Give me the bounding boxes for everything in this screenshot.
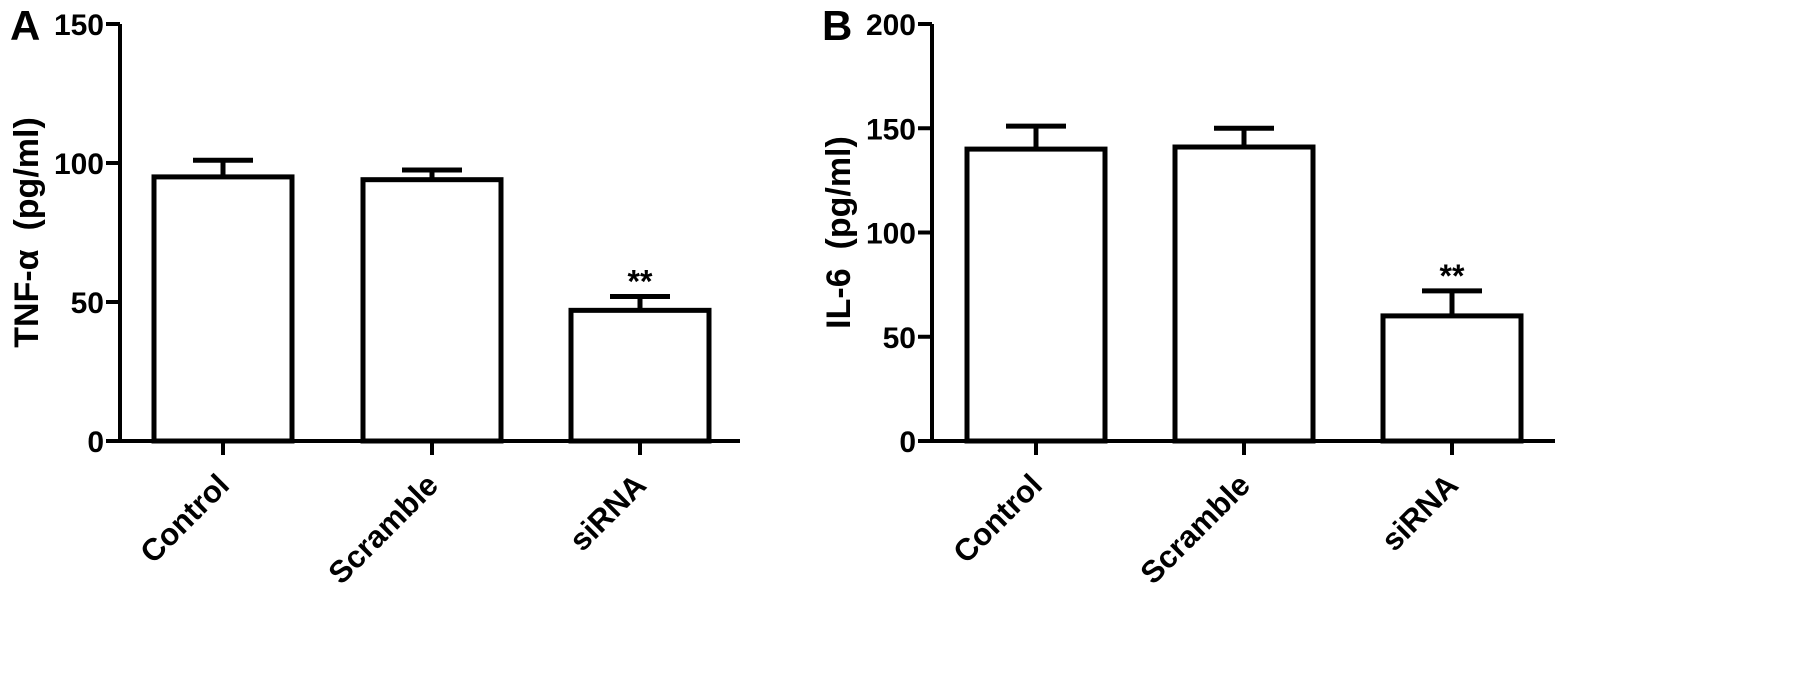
- significance-label: **: [628, 263, 653, 299]
- y-axis-title: TNF-α (pg/ml): [8, 117, 46, 348]
- y-tick-label: 150: [54, 9, 104, 42]
- panel-letter: A: [10, 2, 40, 49]
- y-tick-label: 50: [71, 287, 104, 320]
- category-label: Control: [946, 467, 1049, 570]
- bar-control: [151, 174, 295, 444]
- category-label: Scramble: [322, 467, 445, 590]
- significance-label: **: [1440, 258, 1465, 294]
- y-axis-title: IL-6 (pg/ml): [820, 136, 858, 329]
- y-tick-label: 0: [899, 426, 916, 459]
- y-tick-label: 200: [866, 9, 916, 42]
- y-tick-label: 150: [866, 113, 916, 146]
- category-label: Control: [133, 467, 236, 570]
- bar-control: [964, 146, 1108, 444]
- y-tick-label: 0: [87, 426, 104, 459]
- bar-sirna: [568, 307, 712, 444]
- bar-scramble: [360, 177, 504, 444]
- bar-scramble: [1172, 144, 1316, 444]
- panel-letter: B: [822, 2, 852, 49]
- y-tick-label: 100: [866, 218, 916, 251]
- category-label: Scramble: [1134, 467, 1257, 590]
- panel-b: B IL-6 (pg/ml) 0 50 100 150 200 Control Scramble…: [820, 2, 1555, 591]
- bar-sirna: [1380, 313, 1524, 444]
- y-tick-label: 100: [54, 148, 104, 181]
- panel-a: A TNF-α (pg/ml) 0 50 100 150 Control Scramble si…: [8, 2, 740, 591]
- y-tick-label: 50: [883, 322, 916, 355]
- category-label: siRNA: [1374, 467, 1465, 558]
- category-label: siRNA: [562, 467, 653, 558]
